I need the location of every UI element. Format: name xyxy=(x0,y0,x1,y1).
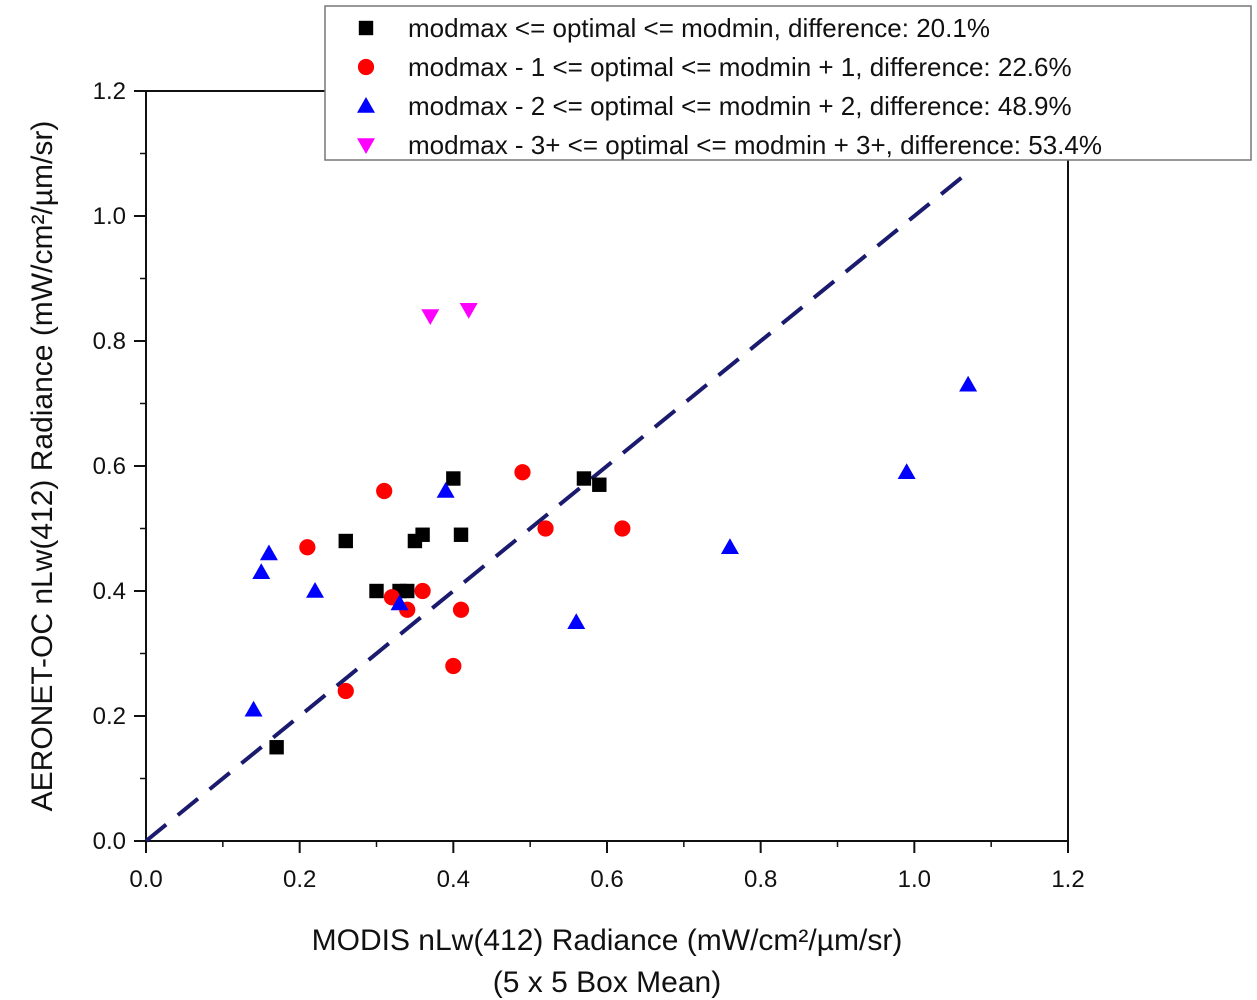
y-tick-label: 0.8 xyxy=(93,328,126,355)
y-tick-label: 1.2 xyxy=(93,78,126,105)
x-tick-label: 0.0 xyxy=(129,866,162,893)
data-point-series-3 xyxy=(720,538,739,554)
data-point-series-1 xyxy=(446,471,461,486)
legend-marker-2 xyxy=(357,58,375,76)
data-point-series-3 xyxy=(567,613,586,629)
y-axis-title: AERONET-OC nLw(412) Radiance (mW/cm²/µm/… xyxy=(26,121,59,812)
legend-marker-1 xyxy=(358,20,374,36)
data-point-series-3 xyxy=(306,582,325,598)
ticks-layer: 0.0 0.2 0.4 0.6 0.8 1.0 1.2 0.0 0.2 0.4 0.6 0.8 1.0 1… xyxy=(93,78,1085,893)
legend-label-3: modmax - 2 <= optimal <= modmin + 2, dif… xyxy=(408,91,1072,121)
data-point-series-4 xyxy=(421,309,440,325)
data-point-series-2 xyxy=(537,520,554,537)
data-point-series-1 xyxy=(338,533,353,549)
x-tick-label: 0.2 xyxy=(283,866,316,893)
data-point-series-1 xyxy=(576,471,592,486)
y-tick-label: 0.0 xyxy=(93,828,126,855)
data-point-series-3 xyxy=(390,594,409,611)
data-point-series-1 xyxy=(453,527,469,542)
x-axis-subtitle: (5 x 5 Box Mean) xyxy=(493,966,721,999)
data-point-series-3 xyxy=(436,482,455,498)
y-tick-label: 1.0 xyxy=(93,203,126,230)
data-point-series-2 xyxy=(614,520,631,537)
data-point-series-2 xyxy=(299,539,316,556)
data-point-series-2 xyxy=(414,582,431,600)
data-point-series-3 xyxy=(897,463,916,479)
legend-label-2: modmax - 1 <= optimal <= modmin + 1, dif… xyxy=(408,52,1072,82)
y-tick-label: 0.6 xyxy=(93,453,126,480)
legend-label-1: modmax <= optimal <= modmin, difference:… xyxy=(408,13,990,43)
x-tick-label: 0.8 xyxy=(744,866,777,893)
legend-marker-3 xyxy=(357,97,375,113)
legend-items: modmax <= optimal <= modmin, difference:… xyxy=(357,13,1102,160)
y-tick-label: 0.2 xyxy=(93,703,126,730)
data-points-layer xyxy=(244,303,978,755)
data-point-series-1 xyxy=(415,527,430,542)
legend-marker-4 xyxy=(357,138,375,154)
legend: modmax <= optimal <= modmin, difference:… xyxy=(324,5,1252,161)
data-point-series-2 xyxy=(514,464,531,481)
data-point-series-1 xyxy=(592,477,607,492)
x-tick-label: 0.4 xyxy=(437,866,470,893)
x-tick-label: 1.2 xyxy=(1051,866,1084,893)
y-tick-label: 0.4 xyxy=(93,578,126,605)
data-point-series-3 xyxy=(244,700,263,717)
data-point-series-2 xyxy=(376,482,393,500)
legend-label-4: modmax - 3+ <= optimal <= modmin + 3+, d… xyxy=(408,130,1102,160)
data-point-series-1 xyxy=(269,740,284,755)
x-axis-title: MODIS nLw(412) Radiance (mW/cm²/µm/sr) xyxy=(312,924,903,957)
data-point-series-3 xyxy=(959,375,978,392)
data-point-series-3 xyxy=(252,563,271,579)
x-tick-label: 0.6 xyxy=(590,866,623,893)
data-point-series-2 xyxy=(445,657,462,675)
legend-box xyxy=(324,5,1252,161)
data-point-series-1 xyxy=(400,583,415,599)
data-point-series-1 xyxy=(369,583,384,599)
data-point-series-4 xyxy=(459,303,478,319)
data-point-series-2 xyxy=(337,682,354,700)
data-point-series-2 xyxy=(452,601,470,618)
data-point-series-3 xyxy=(259,544,278,561)
reference-line-layer xyxy=(144,170,970,843)
x-tick-label: 1.0 xyxy=(898,866,931,893)
reference-1-1-line xyxy=(144,170,970,843)
